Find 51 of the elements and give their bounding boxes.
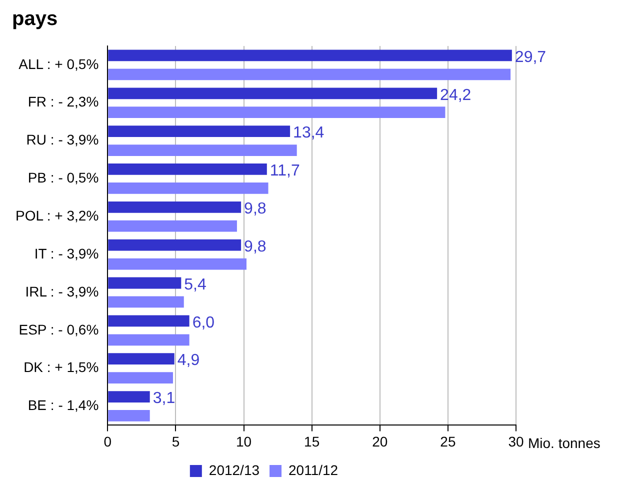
data-label: 6,0 bbox=[192, 314, 215, 332]
y-tick-label: RU : - 3,9% bbox=[26, 132, 99, 148]
data-label: 9,8 bbox=[244, 200, 266, 218]
x-tick-label: 30 bbox=[508, 433, 524, 450]
y-tick-label: FR : - 2,3% bbox=[28, 94, 99, 110]
x-axis-title: Mio. tonnes bbox=[528, 435, 600, 452]
bar bbox=[108, 88, 438, 100]
y-tick-label: ESP : - 0,6% bbox=[18, 321, 99, 338]
y-tick-label: BE : - 1,4% bbox=[28, 397, 99, 414]
bar bbox=[108, 239, 242, 251]
bar bbox=[108, 126, 290, 138]
y-tick-label: IRL : - 3,9% bbox=[25, 283, 99, 300]
data-label: 11,7 bbox=[270, 162, 300, 180]
y-tick-label: DK : + 1,5% bbox=[24, 359, 99, 376]
bar bbox=[108, 50, 512, 62]
bar bbox=[108, 410, 150, 422]
bar bbox=[108, 106, 446, 118]
legend-label: 2012/13 bbox=[208, 462, 260, 478]
bar bbox=[108, 353, 174, 365]
x-tick-label: 5 bbox=[172, 433, 180, 450]
x-tick-label: 15 bbox=[304, 433, 320, 450]
data-label: 24,2 bbox=[440, 86, 472, 104]
data-label: 4,9 bbox=[177, 352, 200, 370]
chart-title: pays bbox=[12, 8, 58, 31]
bar bbox=[108, 334, 190, 346]
legend-label: 2011/12 bbox=[288, 462, 338, 478]
bar bbox=[108, 296, 184, 308]
data-label: 5,4 bbox=[184, 276, 207, 294]
bar bbox=[108, 391, 150, 402]
x-tick-label: 20 bbox=[372, 433, 388, 450]
bar bbox=[108, 144, 297, 156]
data-label: 9,8 bbox=[244, 238, 266, 256]
bar bbox=[108, 68, 511, 80]
data-label: 3,1 bbox=[152, 390, 176, 408]
bar bbox=[108, 315, 190, 327]
y-tick-label: IT : - 3,9% bbox=[34, 245, 99, 262]
data-label: 13,4 bbox=[293, 124, 324, 142]
y-tick-label: PB : - 0,5% bbox=[28, 170, 99, 186]
bar bbox=[108, 182, 268, 194]
y-tick-label: ALL : + 0,5% bbox=[18, 56, 99, 72]
bar bbox=[108, 372, 173, 384]
bar bbox=[108, 258, 246, 270]
bar bbox=[108, 164, 267, 175]
data-label: 29,7 bbox=[514, 48, 546, 66]
bar bbox=[108, 220, 237, 232]
y-tick-label: POL : + 3,2% bbox=[16, 208, 99, 224]
bar bbox=[108, 277, 182, 289]
bar bbox=[108, 201, 242, 213]
x-tick-label: 0 bbox=[104, 433, 112, 450]
x-tick-label: 25 bbox=[440, 433, 456, 450]
x-tick-label: 10 bbox=[236, 433, 252, 450]
